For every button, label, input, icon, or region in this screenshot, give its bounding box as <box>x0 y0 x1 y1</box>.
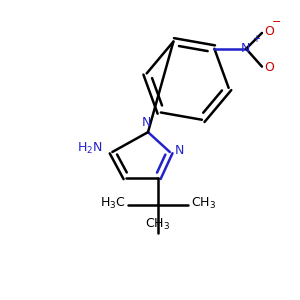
Text: CH$_3$: CH$_3$ <box>146 217 170 232</box>
Text: +: + <box>252 34 260 44</box>
Text: O: O <box>264 26 274 38</box>
Text: H$_2$N: H$_2$N <box>77 140 102 156</box>
Text: O: O <box>264 61 274 74</box>
Text: −: − <box>272 17 281 27</box>
Text: H$_3$C: H$_3$C <box>100 196 125 211</box>
Text: N: N <box>175 145 184 158</box>
Text: N: N <box>141 116 151 129</box>
Text: CH$_3$: CH$_3$ <box>190 196 216 211</box>
Text: N: N <box>240 42 250 55</box>
